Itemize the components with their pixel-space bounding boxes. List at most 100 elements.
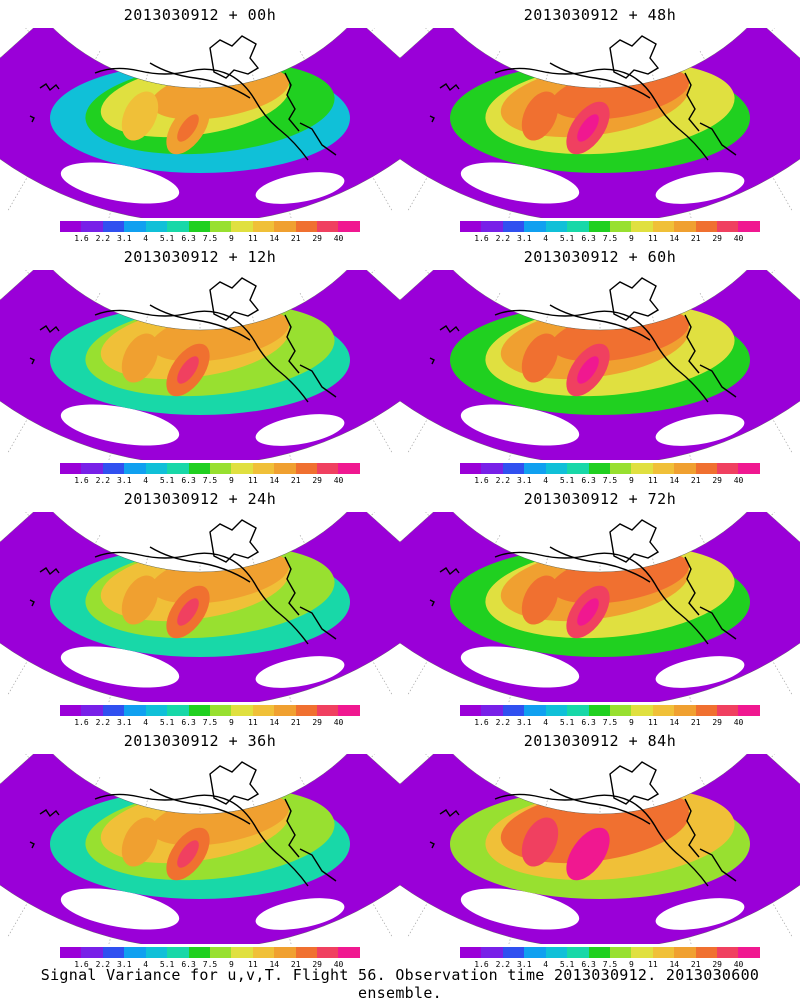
- colorbar-swatch: [545, 221, 568, 232]
- colorbar-tick-label: 9: [629, 960, 634, 969]
- colorbar-tick-label: 21: [290, 476, 301, 485]
- colorbar-tick-label: 29: [712, 234, 722, 243]
- figure-caption: Signal Variance for u,v,T. Flight 56. Ob…: [40, 966, 760, 1002]
- colorbar-tick-label: 2.2: [495, 718, 511, 727]
- colorbar-swatch: [60, 705, 82, 716]
- colorbar-tick-label: 7.5: [202, 960, 218, 969]
- colorbar: [60, 463, 360, 474]
- colorbar-swatch: [317, 705, 339, 716]
- colorbar-tick-label: 7.5: [202, 718, 218, 727]
- colorbar-tick-label: 9: [629, 234, 634, 243]
- colorbar: [60, 221, 360, 232]
- colorbar-swatch: [167, 947, 189, 958]
- colorbar-swatch: [145, 705, 168, 716]
- colorbar-swatch: [738, 705, 760, 716]
- colorbar-tick-label: 9: [229, 476, 234, 485]
- colorbar-swatch: [60, 221, 82, 232]
- colorbar-swatch: [502, 221, 525, 232]
- colorbar-swatch: [588, 705, 610, 716]
- colorbar-labels: 1.6 2.2 3.1 4 5.1 6.3 7.5 9 11 14 21 29 40: [460, 718, 760, 728]
- colorbar-tick-label: 40: [733, 234, 744, 243]
- colorbar-swatch: [81, 463, 103, 474]
- variance-map: [400, 754, 800, 944]
- colorbar-swatch: [338, 221, 360, 232]
- colorbar-tick-label: 3.1: [517, 960, 532, 969]
- colorbar-tick-label: 11: [248, 476, 258, 485]
- colorbar-swatch: [317, 947, 339, 958]
- colorbar-tick-label: 11: [648, 960, 658, 969]
- colorbar-tick-label: 6.3: [581, 960, 596, 969]
- colorbar-tick-label: 11: [248, 960, 258, 969]
- colorbar-tick-label: 1.6: [74, 718, 89, 727]
- colorbar-tick-label: 3.1: [117, 234, 132, 243]
- colorbar-swatch: [167, 705, 189, 716]
- colorbar-swatch: [274, 947, 296, 958]
- colorbar-tick-label: 14: [669, 718, 680, 727]
- colorbar-swatch: [674, 705, 696, 716]
- colorbar-swatch: [252, 221, 275, 232]
- panel-title: 2013030912 + 60h: [523, 248, 677, 266]
- colorbar-tick-label: 21: [690, 234, 701, 243]
- colorbar-swatch: [102, 947, 125, 958]
- colorbar-swatch: [588, 221, 610, 232]
- colorbar-swatch: [81, 221, 103, 232]
- colorbar-tick-label: 14: [669, 476, 680, 485]
- panel-title: 2013030912 + 00h: [123, 6, 277, 24]
- colorbar-tick-label: 1.6: [474, 960, 489, 969]
- colorbar-swatch: [81, 947, 103, 958]
- colorbar-tick-label: 4: [543, 476, 549, 485]
- colorbar-tick-label: 9: [229, 234, 234, 243]
- colorbar-swatch: [145, 463, 168, 474]
- colorbar-tick-label: 4: [543, 234, 549, 243]
- colorbar-swatch: [631, 705, 653, 716]
- colorbar-tick-label: 29: [312, 234, 322, 243]
- colorbar-tick-label: 1.6: [74, 476, 89, 485]
- colorbar-swatch: [524, 947, 546, 958]
- variance-map: [0, 754, 400, 944]
- colorbar-tick-label: 4: [143, 960, 149, 969]
- colorbar-tick-label: 1.6: [74, 960, 89, 969]
- colorbar-swatch: [167, 463, 189, 474]
- colorbar-tick-label: 11: [248, 718, 258, 727]
- colorbar-tick-label: 2.2: [95, 960, 111, 969]
- colorbar-swatch: [274, 705, 296, 716]
- map-panel: 2013030912 + 12h 1.6 2.2 3.1 4 5.1 6.3 7.5 9 11 14…: [0, 242, 400, 487]
- colorbar-tick-label: 7.5: [602, 718, 618, 727]
- colorbar-tick-label: 4: [143, 718, 149, 727]
- colorbar-swatch: [145, 947, 168, 958]
- panel-title: 2013030912 + 36h: [123, 732, 277, 750]
- colorbar-swatch: [102, 705, 125, 716]
- colorbar-tick-label: 40: [733, 476, 744, 485]
- colorbar-swatch: [188, 705, 210, 716]
- colorbar-swatch: [188, 221, 210, 232]
- colorbar-swatch: [738, 463, 760, 474]
- colorbar-swatch: [209, 705, 232, 716]
- colorbar-swatch: [209, 463, 232, 474]
- colorbar-tick-label: 21: [690, 960, 701, 969]
- colorbar-tick-label: 7.5: [202, 234, 218, 243]
- colorbar-tick-label: 1.6: [474, 718, 489, 727]
- colorbar-tick-label: 21: [290, 234, 301, 243]
- colorbar-swatch: [652, 947, 675, 958]
- colorbar-tick-label: 11: [248, 234, 258, 243]
- colorbar-swatch: [60, 463, 82, 474]
- colorbar-swatch: [567, 463, 589, 474]
- colorbar-swatch: [145, 221, 168, 232]
- panel-title: 2013030912 + 72h: [523, 490, 677, 508]
- colorbar-tick-label: 11: [648, 234, 658, 243]
- colorbar-labels: 1.6 2.2 3.1 4 5.1 6.3 7.5 9 11 14 21 29 40: [60, 718, 360, 728]
- colorbar-swatch: [588, 463, 610, 474]
- map-panel: 2013030912 + 24h 1.6 2.2 3.1 4 5.1 6.3 7.5 9 11 14…: [0, 484, 400, 729]
- colorbar-tick-label: 14: [269, 476, 280, 485]
- colorbar-swatch: [231, 947, 253, 958]
- colorbar-tick-label: 3.1: [117, 718, 132, 727]
- colorbar-tick-label: 29: [312, 476, 322, 485]
- colorbar-swatch: [567, 221, 589, 232]
- colorbar-tick-label: 21: [290, 718, 301, 727]
- colorbar-swatch: [652, 705, 675, 716]
- colorbar-swatch: [338, 705, 360, 716]
- colorbar: [60, 947, 360, 958]
- colorbar-swatch: [652, 463, 675, 474]
- colorbar-tick-label: 5.1: [559, 476, 575, 485]
- map-panel: 2013030912 + 60h 1.6 2.2 3.1 4 5.1 6.3 7.5 9 11 14…: [400, 242, 800, 487]
